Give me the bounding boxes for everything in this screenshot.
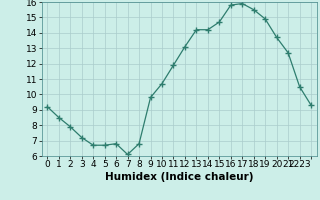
X-axis label: Humidex (Indice chaleur): Humidex (Indice chaleur) <box>105 172 253 182</box>
